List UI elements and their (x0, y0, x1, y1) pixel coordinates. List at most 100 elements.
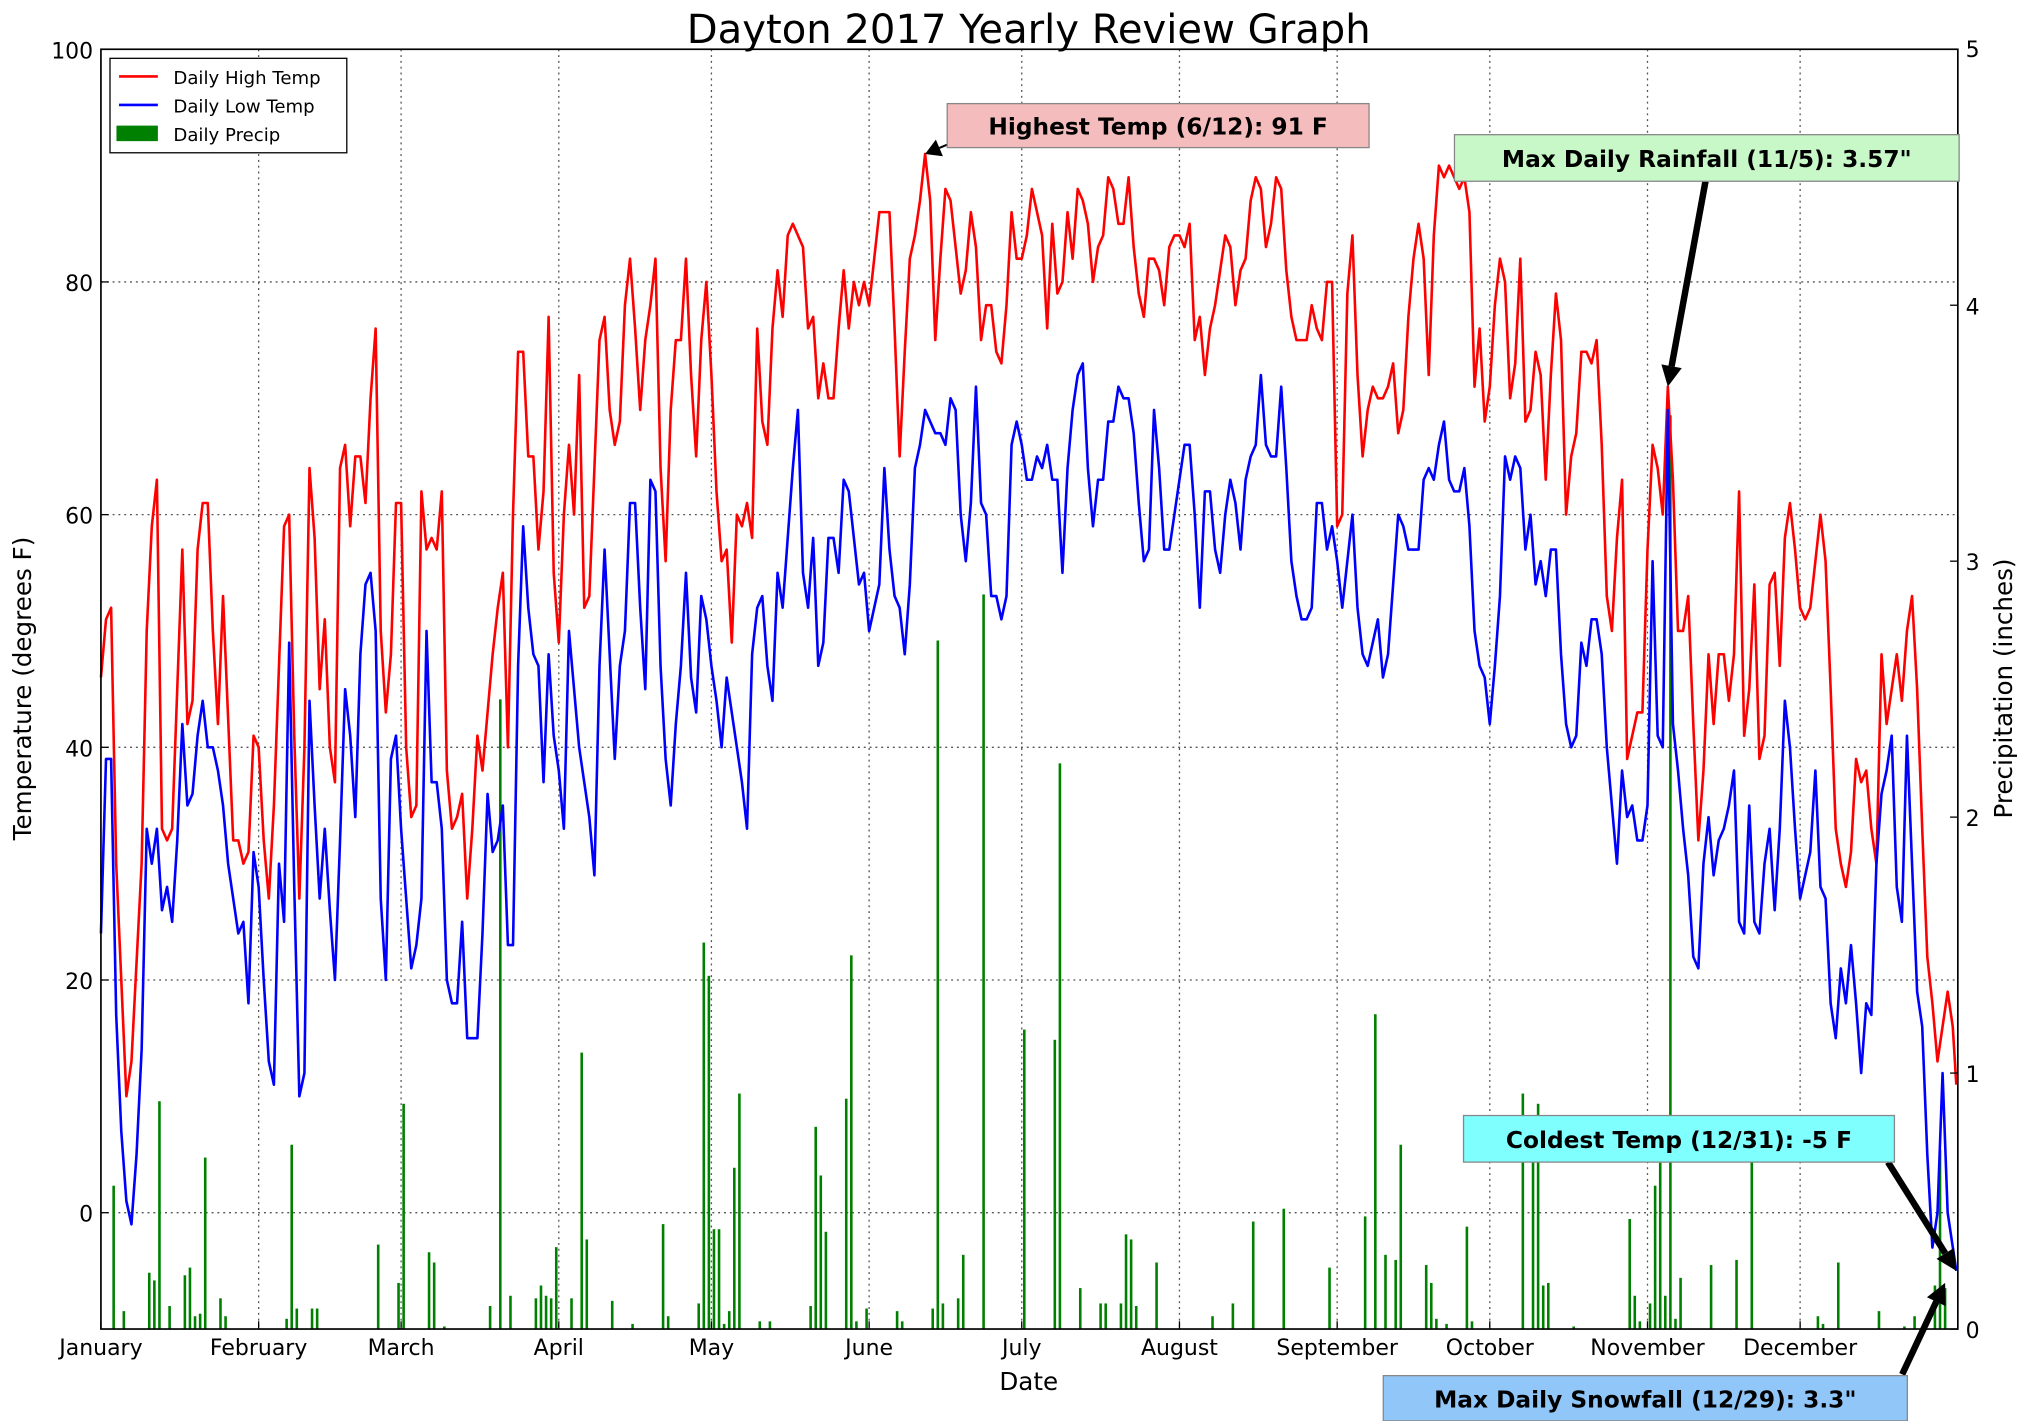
precip-bar (661, 1224, 665, 1330)
precip-bar (738, 1093, 741, 1330)
precip-bar (1435, 1318, 1438, 1330)
precip-bar (1669, 415, 1672, 1330)
y2-tick-label: 0 (1966, 1319, 1980, 1344)
precip-bar (931, 1308, 935, 1330)
precip-bar (844, 1098, 848, 1330)
precip-bar (203, 1157, 207, 1330)
precip-bar (1282, 1208, 1286, 1330)
precip-bar (1658, 1162, 1662, 1330)
precip-bar (183, 1275, 187, 1330)
annotation-arrow-shaft (1668, 180, 1709, 367)
precip-bar (1363, 1216, 1367, 1330)
precip-bar (1465, 1226, 1469, 1330)
precip-bar (1750, 1144, 1754, 1330)
precip-bar (1078, 1288, 1082, 1330)
y2-tick-label: 2 (1966, 807, 1980, 832)
precip-bar (1104, 1303, 1107, 1330)
precip-bar (224, 1316, 227, 1330)
precip-bar (1099, 1303, 1102, 1330)
y2-tick-label: 1 (1966, 1063, 1980, 1088)
precip-bar (402, 1103, 405, 1330)
temp-lines (99, 152, 1958, 1272)
y-tick-label: 40 (65, 737, 93, 762)
x-tick-label: July (1000, 1336, 1042, 1361)
annotation-label: Max Daily Snowfall (12/29): 3.3" (1434, 1386, 1856, 1413)
precip-bar (1709, 1265, 1713, 1330)
precip-bar (1134, 1305, 1138, 1330)
precip-bar (1424, 1265, 1428, 1330)
annotation-box (1453, 134, 1960, 182)
precip-bar (865, 1308, 868, 1330)
precip-bar (758, 1321, 762, 1330)
precip-bar (158, 1101, 161, 1330)
precip-bar (936, 640, 940, 1330)
precip-bar (1816, 1316, 1820, 1330)
precip-bar (1231, 1303, 1235, 1330)
plot-frame (100, 48, 1959, 1330)
legend: Daily High Temp Daily Low Temp Daily Pre… (109, 57, 348, 154)
precip-bar (1119, 1303, 1123, 1330)
y2-axis-label: Precipitation (inches) (1989, 558, 2018, 818)
precip-bar (310, 1308, 314, 1330)
precip-bar (1572, 1326, 1576, 1330)
precip-bar (1394, 1259, 1397, 1330)
y-tick-label: 60 (65, 505, 93, 530)
annotation-arrow-shaft (1885, 1160, 1949, 1256)
annotation-label: Max Daily Rainfall (11/5): 3.57" (1502, 146, 1912, 173)
precip-bar (112, 1185, 115, 1330)
y-tick-label: 100 (51, 39, 93, 64)
precip-bar (295, 1308, 299, 1330)
precip-bar (1903, 1326, 1906, 1330)
precip-bar (1664, 1295, 1667, 1330)
precip-bar (285, 1318, 288, 1330)
precip-bar (432, 1262, 436, 1330)
precip-bar (956, 1298, 960, 1330)
annotation-arrow-head (1936, 1247, 1957, 1271)
precip-bar (717, 1229, 721, 1330)
precip-bar (1541, 1285, 1545, 1330)
x-tick-label: April (534, 1336, 584, 1361)
precip-bar (1374, 1014, 1377, 1330)
x-tick-label: December (1743, 1336, 1858, 1361)
precip-bar (666, 1316, 670, 1330)
precip-bar (534, 1298, 538, 1330)
precip-bar (1399, 1144, 1403, 1330)
precip-bar (1384, 1254, 1387, 1330)
annotation-arrow-shaft (1899, 1300, 1940, 1376)
precip-bars (112, 415, 1947, 1330)
precip-bar (722, 1323, 726, 1330)
precip-bar (1521, 1093, 1525, 1330)
precip-bar (809, 1305, 812, 1330)
y2-tick-label: 5 (1966, 38, 1980, 63)
precip-bar (1633, 1295, 1637, 1330)
precip-bar (153, 1280, 156, 1330)
precip-bar (900, 1321, 904, 1330)
precip-bar (733, 1167, 736, 1330)
y-tick-label: 80 (65, 272, 93, 297)
annotation-label: Highest Temp (6/12): 91 F (988, 114, 1327, 141)
annotation-box (946, 102, 1370, 149)
legend-label-precip: Daily Precip (173, 125, 280, 146)
precip-bar (188, 1267, 192, 1330)
y2-tick-label: 3 (1966, 551, 1980, 576)
precip-bar (315, 1308, 319, 1330)
precip-bar (443, 1326, 446, 1330)
precip-bar (376, 1244, 380, 1330)
precip-bar (168, 1305, 171, 1330)
precip-bar (1251, 1221, 1255, 1330)
precip-bar (1429, 1282, 1433, 1330)
precip-bar (1445, 1323, 1448, 1330)
precip-bar (397, 1282, 400, 1330)
legend-swatch-precip (116, 125, 158, 142)
precip-bar (193, 1316, 197, 1330)
precip-bar (631, 1323, 634, 1330)
precip-bar (610, 1300, 614, 1330)
precip-bar (509, 1295, 512, 1330)
precip-bar (1155, 1262, 1158, 1330)
x-axis-label: Date (999, 1367, 1058, 1396)
y2-tick-label: 4 (1966, 295, 1980, 320)
x-tick-label: February (210, 1336, 307, 1361)
precip-bar (488, 1305, 492, 1330)
x-tick-label: January (57, 1336, 142, 1361)
precip-bar (819, 1175, 823, 1330)
